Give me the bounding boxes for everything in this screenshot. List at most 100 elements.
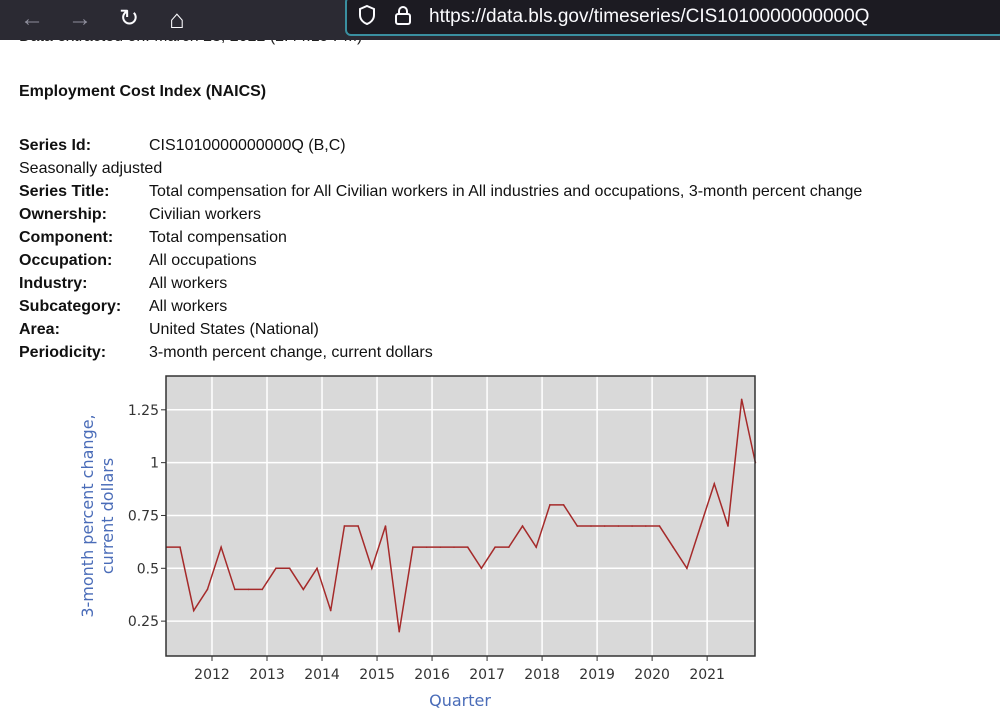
data-point bbox=[672, 546, 674, 548]
data-point bbox=[425, 546, 428, 548]
x-tick-label: 2021 bbox=[689, 667, 725, 683]
metadata-row: Industry: All workers bbox=[19, 272, 862, 295]
metadata-value: United States (National) bbox=[149, 321, 319, 338]
metadata-row: Component: Total compensation bbox=[19, 226, 862, 249]
back-icon[interactable]: ← bbox=[20, 5, 44, 32]
data-point bbox=[699, 525, 702, 527]
metadata-value: 3-month percent change, current dollars bbox=[149, 344, 433, 361]
data-point bbox=[234, 588, 236, 591]
plot-border bbox=[165, 375, 756, 657]
data-point bbox=[357, 525, 359, 527]
metadata-label: Subcategory: bbox=[19, 298, 122, 315]
metadata-label: Occupation: bbox=[19, 252, 113, 269]
y-tick-label: 0.75 bbox=[128, 508, 159, 524]
data-point bbox=[206, 588, 209, 591]
metadata-label: Periodicity: bbox=[19, 344, 107, 361]
metadata-value: All workers bbox=[149, 275, 228, 292]
data-point bbox=[590, 525, 592, 527]
data-point bbox=[576, 525, 579, 527]
metadata-row: Subcategory: All workers bbox=[19, 295, 862, 318]
data-point bbox=[562, 504, 565, 506]
data-point bbox=[192, 609, 195, 612]
data-point bbox=[631, 525, 633, 527]
metadata-row: Area: United States (National) bbox=[19, 318, 862, 341]
data-series-line bbox=[166, 399, 757, 632]
data-point bbox=[371, 567, 373, 570]
x-tick-label: 2012 bbox=[194, 667, 230, 683]
metadata-label: Area: bbox=[19, 321, 60, 338]
metadata-row: Series Title: Total compensation for All … bbox=[19, 180, 862, 203]
metadata-label: Series Title: bbox=[19, 183, 110, 200]
data-point bbox=[288, 567, 291, 570]
x-tick-label: 2020 bbox=[634, 667, 670, 683]
data-point bbox=[535, 546, 538, 548]
address-bar[interactable]: https://data.bls.gov/timeseries/CIS10100… bbox=[345, 0, 1000, 36]
seasonal-adjustment: Seasonally adjusted bbox=[19, 160, 163, 177]
x-tick-label: 2018 bbox=[524, 667, 560, 683]
data-point bbox=[261, 588, 264, 591]
forward-icon[interactable]: → bbox=[68, 5, 92, 32]
home-icon[interactable]: ⌂ bbox=[169, 4, 185, 34]
x-tick-label: 2013 bbox=[249, 667, 285, 683]
data-point bbox=[713, 482, 716, 485]
metadata-value: All occupations bbox=[149, 252, 257, 269]
x-tick-label: 2015 bbox=[359, 667, 395, 683]
data-point bbox=[275, 567, 277, 570]
data-point bbox=[658, 525, 661, 527]
series-metadata: Series Id: CIS1010000000000Q (B,C) Season… bbox=[19, 134, 862, 364]
data-point bbox=[480, 567, 483, 570]
metadata-row: Occupation: All occupations bbox=[19, 249, 862, 272]
metadata-label: Ownership: bbox=[19, 206, 108, 223]
metadata-value: All workers bbox=[149, 298, 228, 315]
data-point bbox=[740, 398, 743, 401]
x-tick-label: 2017 bbox=[469, 667, 505, 683]
metadata-value: Total compensation bbox=[149, 229, 287, 246]
y-tick-label: 0.5 bbox=[137, 561, 159, 577]
data-point bbox=[398, 630, 401, 633]
data-point bbox=[316, 567, 318, 570]
metadata-row: Ownership: Civilian workers bbox=[19, 203, 862, 226]
metadata-label: Component: bbox=[19, 229, 114, 246]
x-tick-label: 2016 bbox=[414, 667, 450, 683]
url-text[interactable]: https://data.bls.gov/timeseries/CIS10100… bbox=[429, 6, 870, 27]
data-point bbox=[179, 546, 181, 548]
data-point bbox=[302, 588, 305, 591]
y-axis-label-line2: current dollars bbox=[98, 458, 117, 574]
metadata-value: Civilian workers bbox=[149, 206, 262, 223]
x-axis-label: Quarter bbox=[429, 691, 491, 710]
data-point bbox=[453, 546, 455, 548]
data-point bbox=[603, 525, 606, 527]
series-id-value: CIS1010000000000Q (B,C) bbox=[149, 137, 346, 154]
data-point bbox=[412, 546, 414, 548]
data-point bbox=[644, 525, 647, 527]
metadata-value: Total compensation for All Civilian work… bbox=[149, 183, 863, 200]
browser-toolbar: ← → ↻ ⌂ https://data.bls.gov/timeseries/… bbox=[0, 0, 1000, 40]
x-tick-label: 2019 bbox=[579, 667, 615, 683]
data-point bbox=[617, 525, 620, 527]
lock-icon[interactable] bbox=[393, 4, 413, 32]
data-point bbox=[549, 504, 551, 506]
line-chart: 0.25 0.5 0.75 1 1.25 2012 2013 2014 2015 2016 2017… bbox=[78, 375, 757, 710]
data-point bbox=[329, 609, 332, 612]
shield-icon[interactable] bbox=[357, 4, 377, 32]
data-point bbox=[384, 525, 387, 527]
data-point bbox=[727, 525, 729, 527]
reload-icon[interactable]: ↻ bbox=[118, 5, 140, 32]
x-tick-label: 2014 bbox=[304, 667, 340, 683]
data-point bbox=[521, 525, 524, 527]
page-title: Employment Cost Index (NAICS) bbox=[19, 83, 267, 100]
series-id-label: Series Id: bbox=[19, 137, 92, 154]
metadata-row: Periodicity: 3-month percent change, curr… bbox=[19, 341, 862, 364]
data-point bbox=[686, 567, 688, 570]
y-tick-label: 1 bbox=[150, 456, 159, 472]
series-id-row: Series Id: CIS1010000000000Q (B,C) bbox=[19, 134, 862, 157]
metadata-label: Industry: bbox=[19, 275, 88, 292]
data-point bbox=[466, 546, 469, 548]
y-axis-label-line1: 3-month percent change, bbox=[78, 414, 97, 617]
data-point bbox=[247, 588, 250, 591]
data-point bbox=[220, 546, 222, 548]
y-tick-label: 0.25 bbox=[128, 614, 159, 630]
data-point bbox=[439, 546, 442, 548]
y-tick-label: 1.25 bbox=[128, 403, 159, 419]
data-point bbox=[494, 546, 496, 548]
